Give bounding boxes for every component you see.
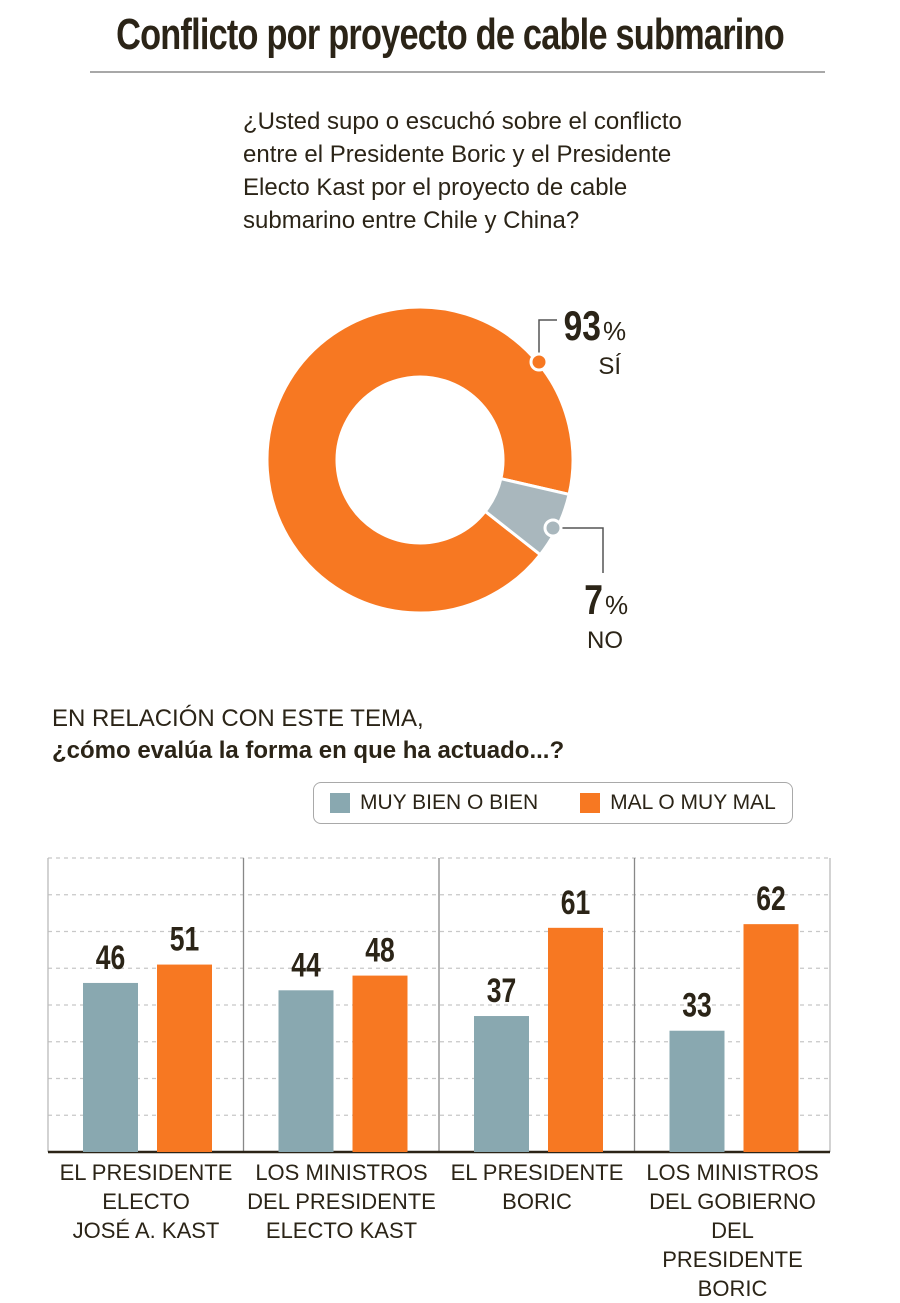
category-label-line: LOS MINISTROS [255,1160,428,1185]
category-label-line: PRESIDENTE BORIC [662,1247,803,1301]
donut-no-label: NO [587,627,623,654]
category-label-line: EL PRESIDENTE [450,1160,624,1185]
bar-muy-bien [669,1030,725,1152]
bar-value-label: 37 [487,972,517,1010]
page-title: Conflicto por proyecto de cable submarin… [116,10,785,59]
donut-si-label: SÍ [598,353,621,380]
legend-label: MAL O MUY MAL [610,791,776,814]
legend-item-good: MUY BIEN O BIEN [330,791,538,815]
title-divider [90,71,825,73]
survey-question: ¿Usted supo o escuchó sobre el conflicto… [243,108,682,234]
bar-muy-bien [278,990,334,1152]
category-label-line: LOS MINISTROS [646,1160,819,1185]
donut-slice-si [265,305,575,615]
donut-si-value: 93 [564,304,601,350]
bar-muy-bien [83,982,138,1152]
bar-mal [743,924,799,1152]
bar-muy-bien [474,1016,529,1152]
bar-value-label: 61 [561,884,591,922]
donut-chart: 93 % SÍ 7 % NO [265,304,628,654]
category-label: LOS MINISTROS DEL GOBIERNO DEL PRESIDENTE … [635,1158,831,1303]
bar-mal [548,927,603,1152]
bar-value-label: 44 [291,946,321,984]
category-label-line: ELECTO [102,1189,190,1214]
section-heading: EN RELACIÓN CON ESTE TEMA, [52,705,424,732]
section-question: ¿cómo evalúa la forma en que ha actuado.… [52,737,565,764]
bar-value-label: 51 [170,920,200,958]
category-label-line: DEL PRESIDENTE [247,1189,436,1214]
category-label: EL PRESIDENTE BORIC [439,1158,635,1216]
category-label-line: EL PRESIDENTE [59,1160,233,1185]
chart-legend: MUY BIEN O BIEN MAL O MUY MAL [313,782,793,824]
bar-mal [157,964,212,1152]
donut-no-value: 7 [584,578,603,624]
bar-value-label: 33 [682,987,712,1025]
marker-dot-no [543,518,563,538]
category-label-line: BORIC [502,1189,572,1214]
category-label-line: ELECTO KAST [265,1218,418,1243]
donut-no-percent-sign: % [605,590,628,620]
donut-si-percent-sign: % [603,316,626,346]
category-label-line: DEL GOBIERNO DEL [649,1189,816,1243]
bar-value-label: 62 [756,880,786,918]
leader-line-si [538,319,557,362]
bar-mal [352,975,408,1152]
category-label: EL PRESIDENTE ELECTO JOSÉ A. KAST [48,1158,244,1245]
legend-label: MUY BIEN O BIEN [360,791,539,814]
bar-value-label: 46 [96,939,126,977]
category-label: LOS MINISTROS DEL PRESIDENTE ELECTO KAST [244,1158,440,1245]
marker-dot-si [529,352,549,372]
legend-item-bad: MAL O MUY MAL [580,791,776,815]
bar-value-label: 48 [365,931,395,969]
legend-swatch-gray [330,793,350,813]
legend-swatch-orange [580,793,601,813]
category-label-line: JOSÉ A. KAST [72,1218,220,1243]
leader-line-no [553,527,604,573]
